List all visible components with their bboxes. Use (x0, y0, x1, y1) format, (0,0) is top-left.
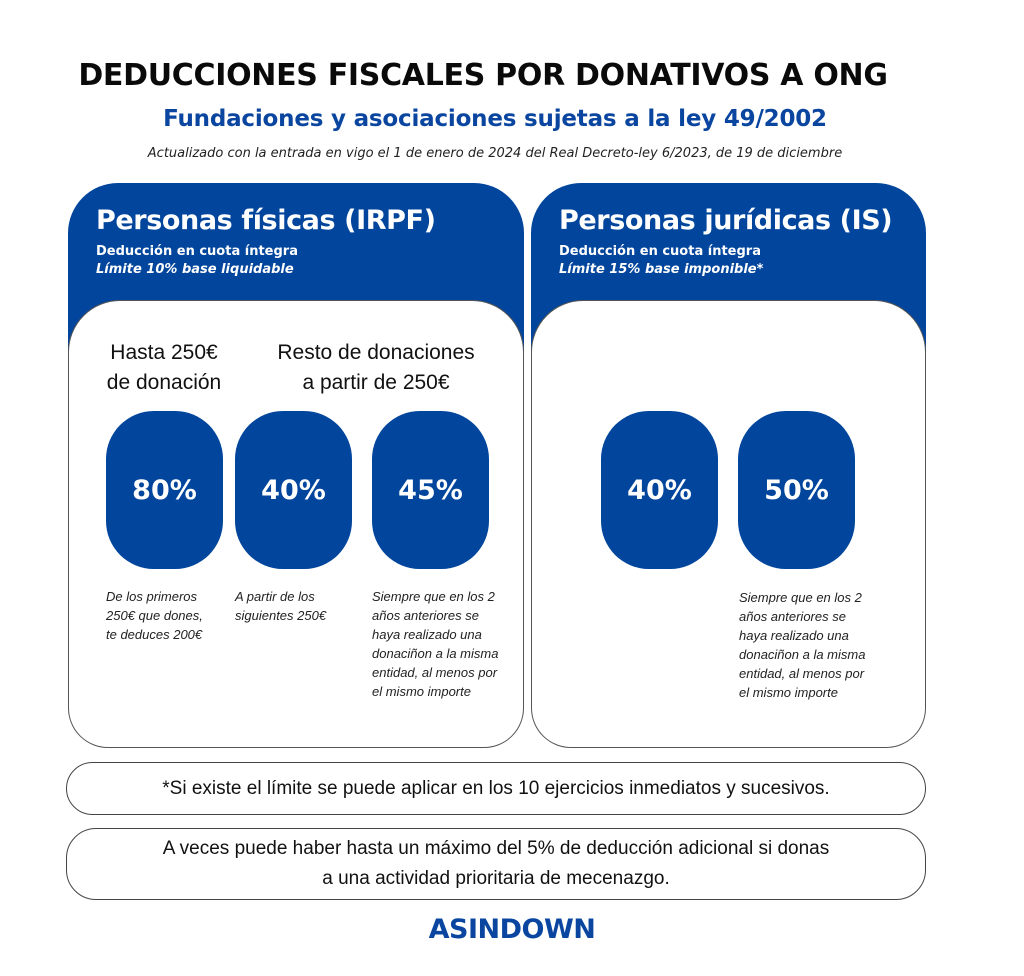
card-is-body (531, 300, 926, 748)
percentage-pill-40: 40% (235, 411, 352, 569)
card-irpf-limit: Límite 10% base liquidable (96, 262, 294, 277)
card-is: Personas jurídicas (IS) Deducción en cuo… (531, 183, 926, 748)
colhead-rest-line2: a partir de 250€ (302, 371, 450, 394)
card-irpf-deduction-type: Deducción en cuota íntegra (96, 244, 298, 259)
pill-note-45: Siempre que en los 2 años anteriores se … (372, 587, 522, 701)
percentage-pill-is-40: 40% (601, 411, 718, 569)
card-irpf: Personas físicas (IRPF) Deducción en cuo… (68, 183, 524, 748)
updated-note: Actualizado con la entrada en vigo el 1 … (147, 146, 843, 161)
card-is-deduction-type: Deducción en cuota íntegra (559, 244, 761, 259)
card-irpf-header: Personas físicas (IRPF) Deducción en cuo… (96, 205, 436, 277)
footnote-extra-line2: a una actividad prioritaria de mecenazgo… (322, 868, 670, 889)
pill-note-is-50: Siempre que en los 2 años anteriores se … (739, 588, 889, 702)
colhead-up-to-250: Hasta 250€ de donación (94, 338, 234, 398)
percentage-pill-is-50: 50% (738, 411, 855, 569)
card-irpf-title: Personas físicas (IRPF) (96, 205, 436, 236)
pill-note-80-text: De los primeros 250€ que dones, te deduc… (106, 589, 203, 642)
pill-note-is-50-text: Siempre que en los 2 años anteriores se … (739, 590, 866, 700)
colhead-rest-line1: Resto de donaciones (277, 341, 475, 364)
card-is-limit: Límite 15% base imponible* (559, 262, 764, 277)
pill-note-80: De los primeros 250€ que dones, te deduc… (106, 587, 234, 644)
footnote-limit-box: *Si existe el límite se puede aplicar en… (66, 762, 926, 815)
asindown-logo: ASINDOWN (428, 914, 596, 945)
colhead-up-to-250-line2: de donación (106, 371, 222, 394)
page-title: DEDUCCIONES FISCALES POR DONATIVOS A ONG (78, 58, 888, 93)
card-is-title: Personas jurídicas (IS) (559, 205, 893, 236)
percentage-pill-80: 80% (106, 411, 223, 569)
colhead-rest: Resto de donaciones a partir de 250€ (258, 338, 494, 398)
pill-note-40: A partir de los siguientes 250€ (235, 587, 363, 625)
percentage-pill-45: 45% (372, 411, 489, 569)
card-is-header: Personas jurídicas (IS) Deducción en cuo… (559, 205, 893, 277)
pill-note-40-text: A partir de los siguientes 250€ (235, 589, 327, 623)
footnote-limit-text: *Si existe el límite se puede aplicar en… (162, 777, 830, 799)
page-subtitle: Fundaciones y asociaciones sujetas a la … (163, 106, 827, 132)
colhead-up-to-250-line1: Hasta 250€ (110, 341, 218, 364)
footnote-extra-line1: A veces puede haber hasta un máximo del … (162, 838, 830, 859)
footnote-extra-box: A veces puede haber hasta un máximo del … (66, 828, 926, 900)
pill-note-45-text: Siempre que en los 2 años anteriores se … (372, 589, 499, 699)
